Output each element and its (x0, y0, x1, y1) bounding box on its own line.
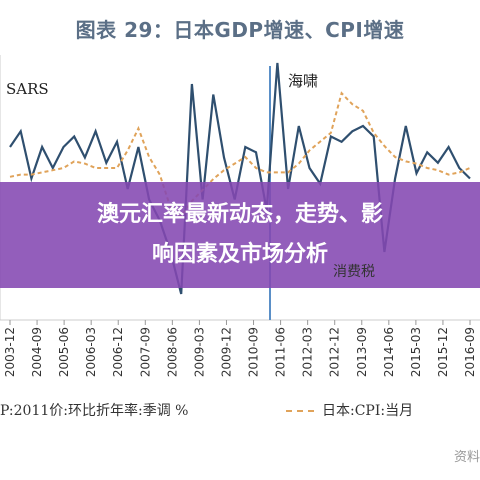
x-tick-label: 2010-09 (247, 327, 261, 377)
x-tick-label: 2009-03 (192, 327, 206, 377)
headline-line-2[interactable]: 响因素及市场分析 (151, 242, 328, 267)
x-tick-label: 2006-12 (111, 327, 125, 377)
x-tick-label: 2006-03 (84, 327, 98, 377)
x-tick-label: 2016-09 (463, 327, 477, 377)
x-tick-label: 2012-12 (328, 327, 342, 377)
annotation-tsunami: 海啸 (288, 72, 319, 90)
annotation-consumption-tax: 消费税 (333, 264, 375, 280)
watermark-text: 资料 (454, 450, 480, 465)
x-tick-label: 2003-12 (3, 327, 17, 377)
x-tick-label: 2009-12 (219, 327, 233, 377)
x-tick-label: 2015-03 (409, 327, 423, 377)
annotation-sars: SARS (6, 80, 49, 98)
legend-cpi-label: 日本:CPI:当月 (322, 403, 414, 419)
x-tick-label: 2004-09 (30, 327, 44, 377)
x-tick-label: 2008-06 (165, 327, 179, 377)
series-cpi-line (9, 91, 471, 218)
x-tick-label: 2011-06 (274, 327, 288, 377)
x-tick-label: 2015-12 (436, 327, 450, 377)
x-tick-label: 2014-06 (382, 327, 396, 377)
headline-text[interactable]: 澳元汇率最新动态，走势、影 响因素及市场分析 (40, 195, 440, 275)
legend-gdp-label: P:2011价:环比折年率:季调 % (0, 403, 189, 419)
x-tick-label: 2005-06 (57, 327, 71, 377)
x-tick-label: 2012-03 (301, 327, 315, 377)
headline-line-1[interactable]: 澳元汇率最新动态，走势、影 (96, 202, 383, 227)
headline-banner[interactable]: 澳元汇率最新动态，走势、影 响因素及市场分析 (0, 182, 480, 288)
legend-cpi-swatch (286, 410, 314, 412)
chart-title: 图表 29：日本GDP增速、CPI增速 (75, 18, 405, 42)
x-tick-label: 2013-09 (355, 327, 369, 377)
x-tick-label: 2007-09 (138, 327, 152, 377)
x-axis-ticks: 2003-12 2004-09 2005-06 2006-03 2006-12 2007-… (3, 320, 477, 377)
